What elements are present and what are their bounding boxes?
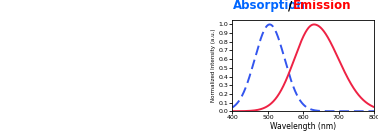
Text: Emission: Emission <box>293 0 352 12</box>
Text: Absorption: Absorption <box>233 0 306 12</box>
Text: /: / <box>288 0 293 12</box>
Y-axis label: Normalized Intensity (a.u.): Normalized Intensity (a.u.) <box>211 29 216 102</box>
X-axis label: Wavelength (nm): Wavelength (nm) <box>270 122 336 131</box>
